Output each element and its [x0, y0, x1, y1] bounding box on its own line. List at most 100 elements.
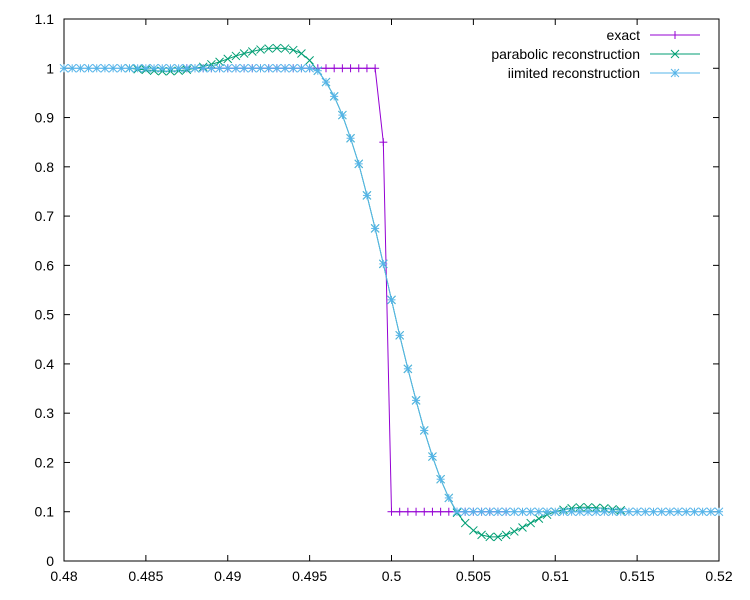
- data-point: [509, 527, 519, 536]
- data-point: [116, 63, 126, 73]
- data-point: [371, 64, 380, 73]
- x-tick-label: 0.485: [128, 568, 163, 584]
- data-point: [264, 44, 274, 53]
- data-point: [567, 507, 576, 517]
- data-point: [591, 507, 601, 517]
- data-point: [313, 66, 323, 76]
- data-point: [247, 63, 257, 73]
- data-point: [59, 63, 69, 73]
- data-point: [671, 31, 679, 39]
- data-point: [649, 507, 658, 517]
- data-point: [485, 532, 495, 542]
- legend-label: iimited reconstruction: [508, 65, 640, 81]
- y-tick-label: 0.9: [35, 110, 55, 126]
- y-tick-label: 1.1: [35, 11, 55, 27]
- legend-label: exact: [607, 27, 641, 43]
- data-point: [92, 63, 102, 73]
- y-tick-label: 1: [46, 60, 54, 76]
- legend-label: parabolic reconstruction: [491, 46, 640, 62]
- data-point: [370, 224, 380, 233]
- data-point: [420, 507, 429, 516]
- data-point: [485, 507, 495, 517]
- data-point: [403, 507, 412, 516]
- data-point: [133, 63, 143, 73]
- data-point: [305, 56, 314, 65]
- data-point: [509, 507, 519, 517]
- data-point: [395, 330, 405, 340]
- data-point: [640, 507, 650, 517]
- data-point: [534, 514, 544, 523]
- data-point: [346, 64, 355, 73]
- data-point: [477, 507, 486, 517]
- data-point: [182, 63, 192, 73]
- data-point: [460, 507, 470, 517]
- series-line: [64, 67, 719, 513]
- data-point: [690, 507, 699, 517]
- data-point: [575, 507, 585, 517]
- data-point: [157, 63, 167, 73]
- y-tick-label: 0.8: [35, 159, 55, 175]
- data-point: [403, 364, 413, 374]
- x-tick-label: 0.49: [214, 568, 241, 584]
- data-point: [518, 523, 527, 532]
- plot-frame: [63, 18, 720, 562]
- data-point: [67, 63, 77, 73]
- data-point: [600, 507, 609, 517]
- data-point: [444, 493, 454, 503]
- axis-ticks: 0.48 0.485 0.49 0.495 0.5 0.505 0.51 0.515 0.520…: [35, 11, 733, 584]
- data-point: [125, 63, 134, 73]
- series-1: [125, 43, 626, 542]
- y-tick-label: 0.6: [35, 257, 55, 273]
- data-point: [362, 191, 372, 200]
- y-tick-label: 0: [46, 553, 54, 569]
- data-point: [338, 64, 347, 73]
- data-point: [550, 507, 560, 517]
- data-point: [297, 63, 306, 73]
- data-point: [330, 64, 339, 73]
- x-tick-label: 0.515: [620, 568, 655, 584]
- data-point: [215, 57, 224, 67]
- data-point: [469, 507, 478, 517]
- data-point: [419, 426, 429, 435]
- data-point: [616, 507, 626, 517]
- data-point: [354, 64, 363, 73]
- data-point: [706, 507, 716, 517]
- data-point: [322, 64, 330, 73]
- data-point: [583, 502, 593, 512]
- y-tick-label: 0.1: [35, 504, 55, 520]
- x-tick-label: 0.495: [292, 568, 327, 584]
- data-point: [100, 63, 110, 73]
- y-tick-label: 0.4: [35, 356, 55, 372]
- data-point: [247, 47, 257, 56]
- data-point: [534, 507, 544, 517]
- data-point: [387, 507, 396, 516]
- data-point: [288, 63, 298, 73]
- data-point: [198, 63, 208, 73]
- data-point: [395, 507, 404, 516]
- data-point: [141, 63, 151, 73]
- data-point: [108, 63, 118, 73]
- data-point: [239, 49, 249, 58]
- data-point: [223, 54, 233, 64]
- data-point: [329, 92, 339, 101]
- data-point: [207, 63, 216, 73]
- data-point: [280, 44, 290, 53]
- data-point: [412, 507, 421, 516]
- data-point: [149, 63, 159, 73]
- data-point: [428, 507, 437, 516]
- data-point: [436, 474, 445, 484]
- data-point: [477, 530, 486, 540]
- data-point: [354, 159, 364, 169]
- data-point: [444, 507, 453, 516]
- data-point: [714, 507, 724, 517]
- x-tick-label: 0.48: [50, 568, 77, 584]
- data-point: [305, 63, 314, 73]
- data-point: [280, 63, 290, 73]
- data-point: [411, 396, 421, 405]
- legend-item: iimited reconstruction: [508, 65, 700, 81]
- y-tick-label: 0.2: [35, 454, 55, 470]
- x-tick-label: 0.505: [456, 568, 491, 584]
- y-tick-label: 0.3: [35, 405, 55, 421]
- data-point: [670, 49, 680, 59]
